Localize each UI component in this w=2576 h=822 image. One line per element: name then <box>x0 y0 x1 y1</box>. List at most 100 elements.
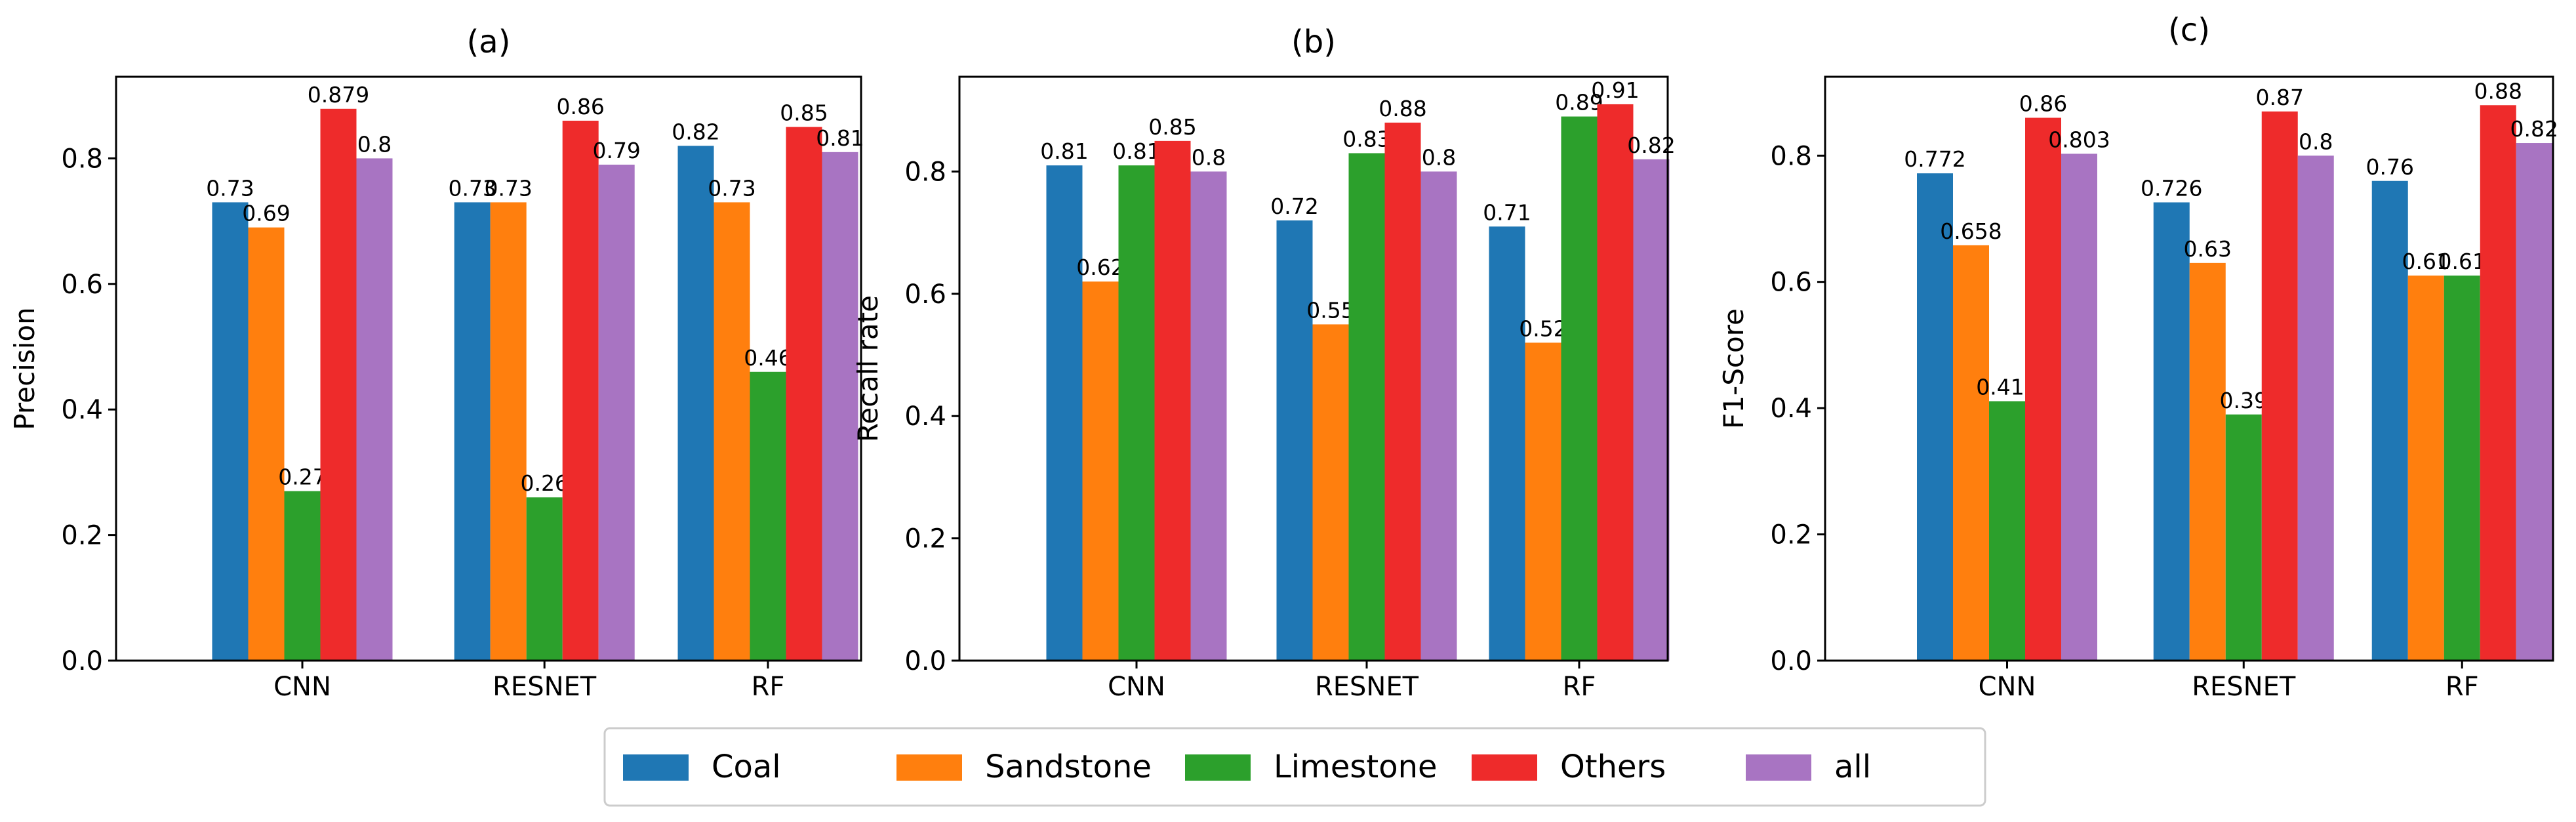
data-label: 0.76 <box>2366 154 2414 180</box>
legend-label-coal: Coal <box>712 749 781 785</box>
data-label: 0.81 <box>1112 138 1160 164</box>
data-label: 0.85 <box>1148 114 1196 140</box>
bar-sandstone-resnet <box>490 202 527 661</box>
data-label: 0.73 <box>448 175 496 201</box>
legend: Coal Sandstone Limestone Others all <box>603 727 1986 807</box>
bar-all-rf <box>822 152 858 661</box>
panel-b: (b)0.810.620.810.850.8CNN0.720.550.830.8… <box>852 24 1676 702</box>
y-tick-label: 0.0 <box>904 646 946 676</box>
data-label: 0.8 <box>357 131 392 157</box>
y-axis-label: F1-Score <box>1718 308 1750 429</box>
bar-coal-rf <box>1489 226 1525 661</box>
data-label: 0.39 <box>2220 388 2268 413</box>
bar-sandstone-cnn <box>1082 281 1119 661</box>
data-label: 0.73 <box>708 175 755 201</box>
y-tick-label: 0.8 <box>904 157 946 187</box>
legend-frame <box>603 727 1986 807</box>
bar-others-cnn <box>1154 140 1191 661</box>
bar-others-rf <box>1597 104 1634 661</box>
data-label: 0.879 <box>308 82 369 108</box>
bar-others-rf <box>2480 105 2516 661</box>
legend-label-all: all <box>1834 749 1871 785</box>
data-label: 0.89 <box>1555 90 1603 115</box>
panel-a: (a)0.730.690.270.8790.8CNN0.730.730.260.… <box>9 24 864 702</box>
bar-coal-rf <box>2371 180 2408 661</box>
plot-frame <box>1824 75 2554 662</box>
x-tick-label: RF <box>2445 672 2479 702</box>
data-label: 0.61 <box>2438 249 2486 274</box>
bar-sandstone-cnn <box>1953 245 1989 661</box>
bar-coal-resnet <box>1276 220 1313 661</box>
data-label: 0.63 <box>2184 236 2232 262</box>
data-label: 0.61 <box>2402 249 2450 274</box>
y-tick-label: 0.0 <box>1770 646 1812 676</box>
data-label: 0.81 <box>816 125 864 151</box>
y-tick-label: 0.8 <box>61 144 103 174</box>
data-label: 0.772 <box>1904 146 1965 172</box>
chart-title: (a) <box>467 24 511 60</box>
bar-coal-resnet <box>2153 202 2190 661</box>
y-tick-label: 0.2 <box>904 524 946 554</box>
data-label: 0.79 <box>592 138 640 163</box>
data-label: 0.82 <box>672 119 719 144</box>
data-label: 0.85 <box>780 100 828 126</box>
y-tick-label: 0.4 <box>904 401 946 432</box>
data-label: 0.69 <box>242 201 290 226</box>
data-label: 0.8 <box>1192 144 1226 170</box>
data-label: 0.62 <box>1076 255 1124 280</box>
bar-all-cnn <box>356 158 393 661</box>
x-tick-label: CNN <box>273 672 331 702</box>
bar-others-rf <box>786 127 822 661</box>
data-label: 0.87 <box>2256 85 2304 110</box>
legend-swatch-coal <box>623 754 689 781</box>
data-label: 0.86 <box>556 94 604 119</box>
data-label: 0.55 <box>1306 297 1354 323</box>
data-label: 0.72 <box>1270 194 1318 219</box>
data-label: 0.81 <box>1040 138 1088 164</box>
data-label: 0.8 <box>2299 129 2333 154</box>
data-label: 0.83 <box>1342 126 1390 152</box>
bar-limestone-rf <box>1561 116 1598 661</box>
legend-swatch-limestone <box>1185 754 1251 781</box>
bar-limestone-cnn <box>1989 401 2025 661</box>
x-tick-label: RESNET <box>493 672 597 702</box>
legend-label-others: Others <box>1560 749 1666 785</box>
bar-limestone-cnn <box>284 491 321 661</box>
data-label: 0.88 <box>2474 78 2522 104</box>
bar-sandstone-resnet <box>2189 262 2226 661</box>
bar-others-cnn <box>320 108 357 661</box>
y-tick-label: 0.8 <box>1770 141 1812 171</box>
data-label: 0.803 <box>2048 127 2110 152</box>
data-label: 0.26 <box>520 470 568 496</box>
legend-swatch-all <box>1746 754 1811 781</box>
bar-limestone-resnet <box>1348 153 1385 661</box>
y-axis-label: Recall rate <box>852 295 884 442</box>
bar-limestone-resnet <box>2225 414 2262 661</box>
y-tick-label: 0.2 <box>1770 520 1812 550</box>
data-label: 0.73 <box>206 175 254 201</box>
legend-label-sandstone: Sandstone <box>985 749 1152 785</box>
bar-all-resnet <box>598 164 635 661</box>
bar-limestone-cnn <box>1118 165 1155 661</box>
y-tick-label: 0.2 <box>61 521 103 551</box>
panel-c: (c)0.7720.6580.4110.860.803CNN0.7260.630… <box>1718 12 2558 702</box>
y-tick-label: 0.6 <box>61 270 103 300</box>
data-label: 0.82 <box>2510 116 2558 142</box>
bar-sandstone-rf <box>2407 276 2444 661</box>
y-axis-label: Precision <box>9 307 41 430</box>
legend-swatch-sandstone <box>896 754 962 781</box>
data-label: 0.658 <box>1940 218 2002 244</box>
bar-limestone-rf <box>750 371 786 661</box>
bar-sandstone-cnn <box>248 227 285 661</box>
y-tick-label: 0.0 <box>61 646 103 676</box>
bar-coal-cnn <box>1046 165 1083 661</box>
bar-coal-resnet <box>454 202 491 661</box>
legend-swatch-others <box>1472 754 1537 781</box>
bar-all-rf <box>1633 159 1670 661</box>
x-tick-label: RF <box>752 672 785 702</box>
y-tick-label: 0.6 <box>904 279 946 310</box>
bar-all-cnn <box>1190 171 1227 661</box>
bar-coal-cnn <box>1917 173 1953 661</box>
data-label: 0.88 <box>1379 96 1426 121</box>
bar-coal-cnn <box>212 202 249 661</box>
